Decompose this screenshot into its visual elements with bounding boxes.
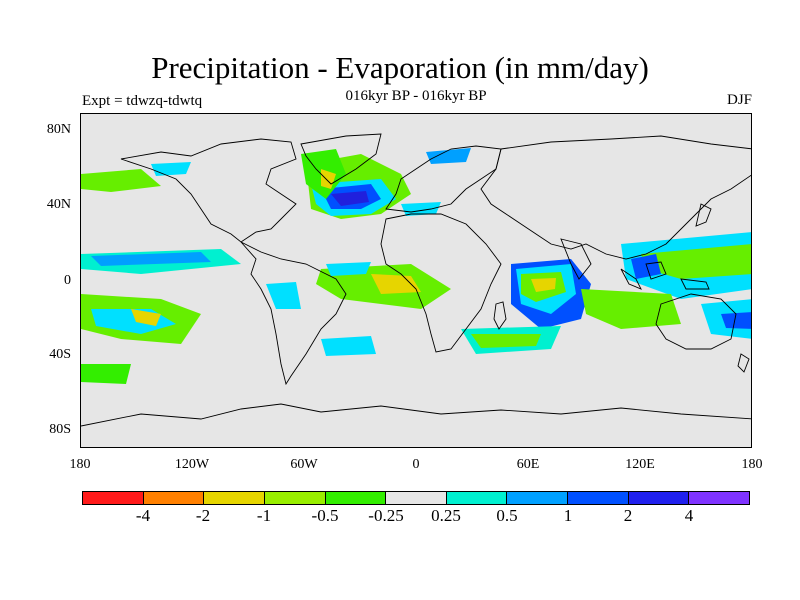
coast-sumatra — [620, 268, 642, 290]
colorbar-label: -0.25 — [368, 506, 404, 525]
patch-se-pacific — [81, 364, 131, 384]
colorbar-box — [83, 492, 144, 504]
coast-australia — [655, 293, 737, 350]
coast-south-america — [240, 241, 347, 386]
coastlines — [81, 133, 751, 427]
field-patches — [81, 148, 751, 384]
colorbar-box — [204, 492, 265, 504]
patch-tropical-atlantic-cyan — [326, 262, 371, 276]
patch-n-pacific-green — [81, 169, 161, 192]
colorbar-box — [507, 492, 569, 504]
coast-borneo — [645, 261, 667, 280]
map-panel — [80, 113, 752, 448]
colorbar — [82, 491, 750, 505]
patch-greenland-yellow — [321, 169, 336, 189]
coast-greenland — [300, 133, 382, 185]
lon-label-0: 0 — [412, 457, 420, 472]
patch-south-indian-green — [471, 334, 541, 348]
colorbar-label: 0.25 — [431, 506, 461, 525]
map-subtitle: 016kyr BP - 016kyr BP — [345, 88, 487, 104]
patch-tropical-atlantic-yellow — [371, 274, 421, 294]
lat-label-40n: 40N — [46, 197, 71, 212]
colorbar-label: -4 — [135, 506, 151, 525]
colorbar-label: -1 — [256, 506, 272, 525]
colorbar-box — [689, 492, 750, 504]
coast-india — [560, 238, 592, 280]
patch-indian-ocean-yellow — [531, 278, 556, 292]
lat-label-40s: 40S — [49, 347, 71, 362]
patch-north-atlantic-dark — [331, 191, 369, 206]
patch-eq-pacific-blue — [91, 252, 211, 266]
patch-maritime-green — [581, 289, 681, 329]
colorbar-label: -0.5 — [311, 506, 339, 525]
coast-madagascar — [493, 301, 507, 330]
lat-label-80n: 80N — [46, 122, 71, 137]
patch-s-america — [266, 282, 301, 309]
coast-new-guinea — [680, 278, 710, 290]
coast-asia — [480, 135, 751, 260]
colorbar-label: 1 — [563, 506, 573, 525]
colorbar-box — [628, 492, 690, 504]
patch-norway-sea — [426, 148, 471, 164]
coast-north-america — [120, 138, 297, 243]
colorbar-label: 0.5 — [496, 506, 518, 525]
patch-south-pacific-yellow — [131, 309, 161, 326]
colorbar-label: 4 — [684, 506, 694, 525]
lat-label-80s: 80S — [49, 422, 71, 437]
map-title: Precipitation - Evaporation (in mm/day) — [151, 50, 649, 85]
patch-w-pacific-green — [641, 244, 751, 279]
colorbar-label: 2 — [623, 506, 633, 525]
patch-w-pacific-blue — [631, 254, 661, 279]
colorbar-box — [264, 492, 326, 504]
lon-label-120w: 120W — [174, 457, 210, 472]
map-plot — [81, 133, 751, 427]
experiment-label: Expt = tdwzq-tdwtq — [82, 93, 203, 109]
coast-new-zealand — [737, 353, 750, 373]
coast-japan — [695, 203, 712, 227]
patch-med — [401, 202, 441, 216]
lat-label-0: 0 — [64, 273, 71, 288]
coast-africa — [380, 213, 502, 353]
patch-s-atlantic — [321, 336, 376, 356]
colorbar-box — [446, 492, 508, 504]
colorbar-box — [386, 492, 447, 504]
colorbar-label: -2 — [195, 506, 211, 525]
lon-label-60w: 60W — [290, 457, 318, 472]
lon-label-120e: 120E — [625, 457, 655, 472]
patch-n-pacific-cyan — [151, 162, 191, 176]
coast-antarctica — [81, 403, 751, 427]
colorbar-box — [568, 492, 629, 504]
colorbar-box — [325, 492, 387, 504]
patch-aus-blue — [721, 312, 751, 329]
lon-label-180e: 180 — [741, 457, 763, 472]
colorbar-box — [143, 492, 205, 504]
season-label: DJF — [726, 92, 752, 108]
lon-label-60e: 60E — [516, 457, 540, 472]
lon-label-180w: 180 — [69, 457, 91, 472]
